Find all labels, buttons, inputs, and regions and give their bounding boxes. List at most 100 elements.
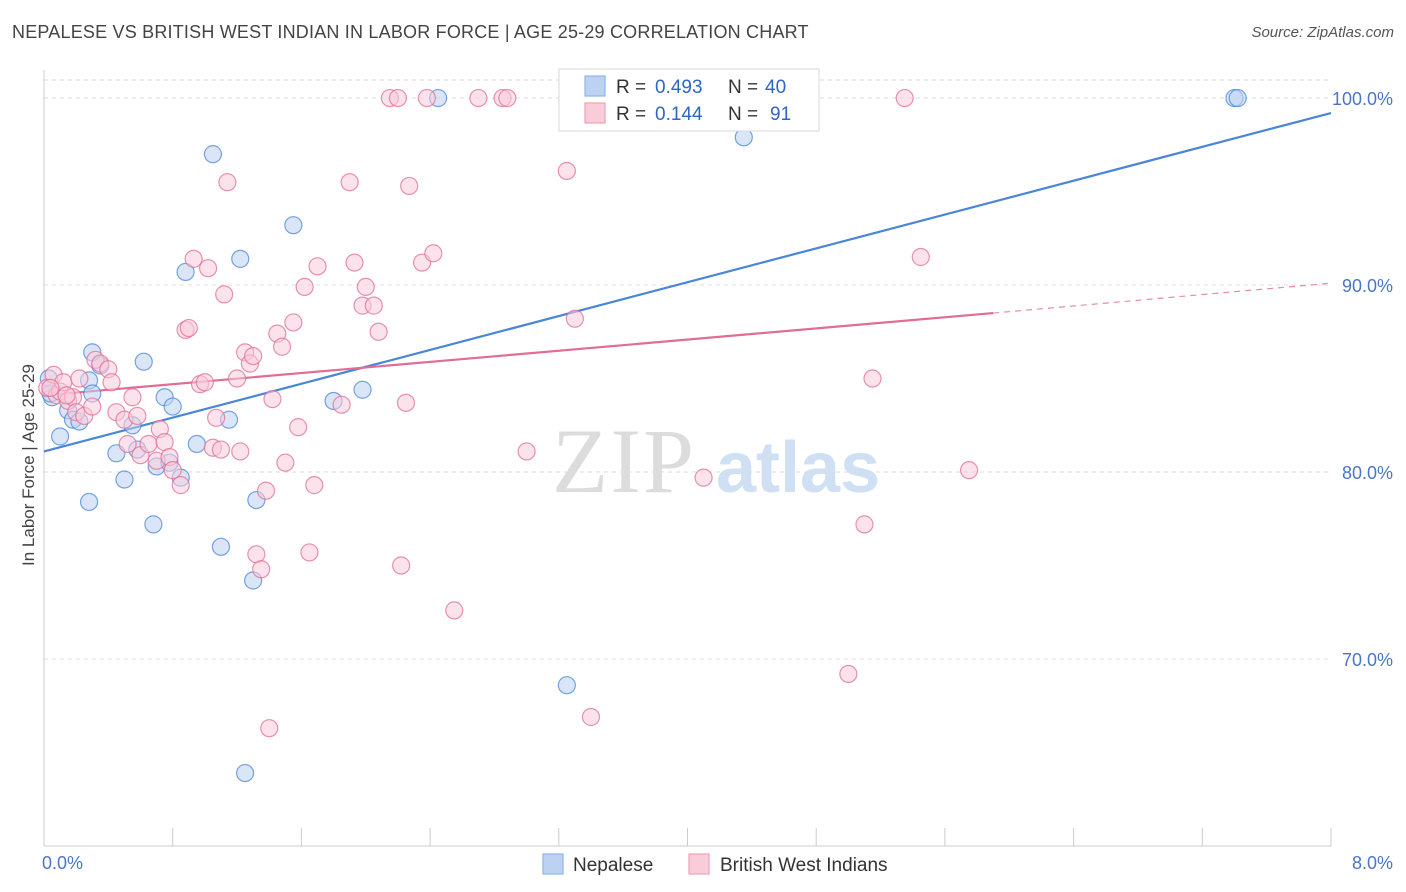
legend-r-label-1: R = bbox=[616, 77, 646, 98]
nepalese-point-22 bbox=[176, 262, 195, 282]
bwi-point-78 bbox=[557, 161, 576, 181]
bwi-point-45 bbox=[252, 560, 271, 579]
nepalese-point-30 bbox=[235, 763, 255, 783]
bwi-point-37 bbox=[215, 285, 234, 304]
bwi-point-33 bbox=[198, 259, 218, 278]
legend-n-value-1: 40 bbox=[765, 77, 786, 98]
bwi-point-27 bbox=[171, 476, 190, 495]
bottom-legend-swatch-british-west-indians bbox=[688, 853, 710, 875]
bwi-point-60 bbox=[345, 253, 364, 272]
bwi-point-51 bbox=[276, 453, 295, 472]
bwi-point-52 bbox=[284, 313, 303, 332]
chart-source: Source: ZipAtlas.com bbox=[1251, 24, 1394, 41]
bwi-point-73 bbox=[445, 601, 464, 620]
x-tick-label-start: 0.0% bbox=[42, 853, 83, 873]
bwi-point-84 bbox=[855, 515, 874, 534]
bwi-point-80 bbox=[581, 707, 601, 727]
bwi-point-86 bbox=[895, 88, 914, 108]
bwi-point-72 bbox=[424, 244, 443, 263]
trend-lines bbox=[43, 111, 1332, 453]
bwi-point-8 bbox=[70, 369, 89, 388]
bwi-point-40 bbox=[231, 442, 250, 461]
bwi-point-19 bbox=[128, 406, 147, 426]
bwi-trend-line-extension bbox=[993, 282, 1332, 314]
y-axis-title: In Labor Force | Age 25-29 bbox=[19, 364, 38, 566]
nepalese-point-19 bbox=[163, 397, 182, 416]
bwi-point-64 bbox=[369, 322, 388, 341]
bwi-point-50 bbox=[272, 337, 292, 356]
legend-r-label-2: R = bbox=[616, 104, 646, 125]
legend-n-value-2: 91 bbox=[770, 104, 791, 125]
nepalese-point-31 bbox=[284, 216, 303, 235]
bottom-legend-nepalese: Nepalese bbox=[573, 855, 653, 876]
bottom-legend-swatch-nepalese bbox=[542, 853, 564, 875]
bwi-point-83 bbox=[839, 664, 858, 684]
bwi-point-58 bbox=[332, 395, 351, 414]
bwi-point-47 bbox=[260, 719, 279, 738]
bwi-point-36 bbox=[211, 440, 231, 459]
nepalese-trend-line bbox=[43, 111, 1332, 453]
watermark-zip: ZIP bbox=[552, 410, 696, 512]
bwi-point-17 bbox=[118, 434, 137, 454]
bwi-point-63 bbox=[364, 296, 383, 315]
nepalese-point-16 bbox=[144, 515, 163, 534]
chart-title: NEPALESE VS BRITISH WEST INDIAN IN LABOR… bbox=[12, 22, 809, 42]
nepalese-point-27 bbox=[231, 249, 250, 268]
bottom-legend-british-west-indians: British West Indians bbox=[720, 855, 888, 876]
legend-swatch-nepalese bbox=[584, 75, 606, 97]
bwi-point-32 bbox=[195, 373, 214, 392]
bwi-point-38 bbox=[218, 173, 237, 192]
bwi-point-48 bbox=[263, 389, 282, 409]
legend-n-label-2: N = bbox=[728, 104, 758, 125]
bwi-point-88 bbox=[959, 461, 979, 480]
legend-n-label-1: N = bbox=[728, 77, 758, 98]
legend: R = 0.493 N = 40 R = 0.144 N = 91 bbox=[558, 68, 820, 132]
y-tick-label-90: 90.0% bbox=[1342, 276, 1393, 296]
nepalese-point-33 bbox=[353, 380, 372, 399]
bwi-point-85 bbox=[863, 369, 882, 388]
series-british-west-indians bbox=[38, 88, 979, 738]
bwi-point-77 bbox=[517, 442, 536, 461]
bwi-point-43 bbox=[244, 346, 263, 366]
bwi-point-66 bbox=[388, 88, 408, 108]
bwi-point-46 bbox=[256, 481, 276, 500]
bwi-point-35 bbox=[207, 408, 226, 427]
bwi-point-89 bbox=[41, 378, 60, 397]
bwi-point-53 bbox=[289, 418, 308, 437]
legend-r-value-2: 0.144 bbox=[655, 104, 703, 125]
bwi-point-87 bbox=[911, 247, 930, 267]
x-tick-label-end: 8.0% bbox=[1352, 853, 1393, 873]
bwi-point-10 bbox=[83, 397, 102, 416]
bwi-point-79 bbox=[565, 309, 584, 328]
y-tick-label-100: 100.0% bbox=[1332, 89, 1393, 109]
nepalese-point-9 bbox=[79, 492, 99, 512]
y-tick-label-70: 70.0% bbox=[1342, 650, 1393, 670]
nepalese-point-25 bbox=[211, 537, 231, 556]
nepalese-point-2 bbox=[50, 427, 70, 446]
bwi-point-55 bbox=[300, 543, 319, 562]
bwi-point-68 bbox=[396, 393, 416, 412]
nepalese-point-35 bbox=[557, 676, 576, 695]
y-tick-label-80: 80.0% bbox=[1342, 463, 1393, 483]
bwi-point-29 bbox=[179, 318, 198, 338]
axes bbox=[43, 70, 1332, 847]
bwi-point-81 bbox=[694, 468, 713, 487]
bwi-point-74 bbox=[469, 88, 488, 108]
nepalese-point-23 bbox=[187, 434, 206, 454]
watermark-atlas: atlas bbox=[716, 428, 880, 508]
bwi-point-76 bbox=[498, 88, 517, 108]
bwi-point-57 bbox=[308, 257, 327, 276]
bottom-legend: Nepalese British West Indians bbox=[542, 853, 888, 876]
bwi-point-14 bbox=[102, 373, 121, 392]
bwi-point-39 bbox=[227, 369, 247, 388]
bwi-point-62 bbox=[356, 277, 375, 297]
bwi-point-18 bbox=[123, 388, 142, 407]
bwi-point-59 bbox=[340, 173, 359, 192]
bwi-point-30 bbox=[184, 249, 203, 268]
axis-labels: 70.0% 80.0% 90.0% 100.0% 0.0% 8.0% bbox=[42, 89, 1393, 873]
bwi-point-56 bbox=[305, 476, 324, 495]
bwi-point-67 bbox=[392, 556, 411, 575]
nepalese-point-12 bbox=[115, 470, 134, 489]
legend-r-value-1: 0.493 bbox=[655, 77, 703, 98]
